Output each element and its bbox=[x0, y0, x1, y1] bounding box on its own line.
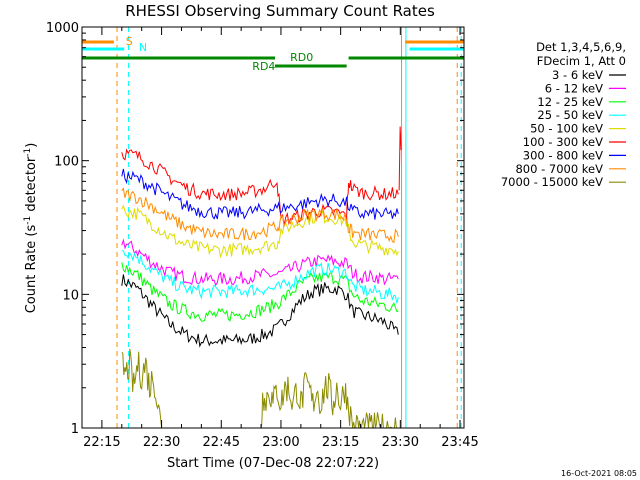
attenuator-label-s: S bbox=[126, 35, 133, 48]
observing-state-bars: S N RD0 RD4 bbox=[82, 35, 464, 73]
series-line-50-100-kev bbox=[121, 204, 399, 259]
series-line-3-6-kev bbox=[121, 274, 399, 348]
legend-label-100-300-kev: 100 - 300 keV bbox=[523, 135, 603, 149]
legend-label-800-7000-kev: 800 - 7000 keV bbox=[515, 162, 603, 176]
series-line-7000-15000-kev bbox=[121, 348, 397, 428]
x-tick-label: 23:15 bbox=[322, 435, 359, 450]
attenuator-label-n: N bbox=[139, 41, 147, 54]
axis-ticks: 1 10 100 1000 22:15 22:30 22:45 23:00 23:15 23:30… bbox=[46, 21, 479, 450]
legend-label-6-12-kev: 6 - 12 keV bbox=[545, 81, 603, 95]
x-tick-label: 23:30 bbox=[382, 435, 419, 450]
legend-header-line-1: Det 1,3,4,5,6,9, bbox=[536, 40, 626, 54]
x-axis-label: Start Time (07-Dec-08 22:07:22) bbox=[167, 456, 379, 471]
series-line-12-25-kev bbox=[121, 262, 399, 322]
legend-header-line-2: FDecim 1, Att 0 bbox=[537, 54, 626, 68]
vertical-markers bbox=[116, 27, 462, 428]
x-tick-label: 22:45 bbox=[203, 435, 240, 450]
legend-label-3-6-kev: 3 - 6 keV bbox=[552, 68, 603, 82]
series-line-800-7000-kev bbox=[121, 187, 399, 244]
legend-label-300-800-kev: 300 - 800 keV bbox=[523, 148, 603, 162]
y-tick-label: 1000 bbox=[46, 21, 79, 36]
series-line-6-12-kev bbox=[121, 238, 399, 287]
series-line-25-50-kev bbox=[121, 250, 399, 304]
series-line-300-800-kev bbox=[121, 168, 399, 220]
legend-label-7000-15000-kev: 7000 - 15000 keV bbox=[501, 175, 603, 189]
y-tick-label: 1 bbox=[71, 422, 79, 437]
legend: Det 1,3,4,5,6,9, FDecim 1, Att 0 3 - 6 k… bbox=[501, 40, 626, 189]
x-tick-label: 22:30 bbox=[143, 435, 180, 450]
series-group bbox=[121, 126, 402, 428]
x-tick-label: 23:45 bbox=[441, 435, 478, 450]
y-axis-label: Count Rate (s-1 detector-1) bbox=[23, 143, 39, 314]
generation-timestamp: 16-Oct-2021 08:05 bbox=[561, 469, 637, 478]
chart-title: RHESSI Observing Summary Count Rates bbox=[125, 2, 435, 20]
legend-label-25-50-kev: 25 - 50 keV bbox=[537, 108, 603, 122]
rd0-label: RD0 bbox=[290, 51, 313, 64]
flare-spike bbox=[398, 126, 402, 191]
x-tick-label: 22:15 bbox=[83, 435, 120, 450]
y-tick-label: 100 bbox=[54, 155, 79, 170]
plot-frame bbox=[81, 26, 465, 429]
rd4-label: RD4 bbox=[252, 60, 275, 73]
legend-label-50-100-kev: 50 - 100 keV bbox=[530, 122, 603, 136]
y-tick-label: 10 bbox=[62, 288, 79, 303]
x-tick-label: 23:00 bbox=[262, 435, 299, 450]
series-line-100-300-kev bbox=[121, 148, 399, 226]
legend-label-12-25-kev: 12 - 25 keV bbox=[537, 95, 603, 109]
